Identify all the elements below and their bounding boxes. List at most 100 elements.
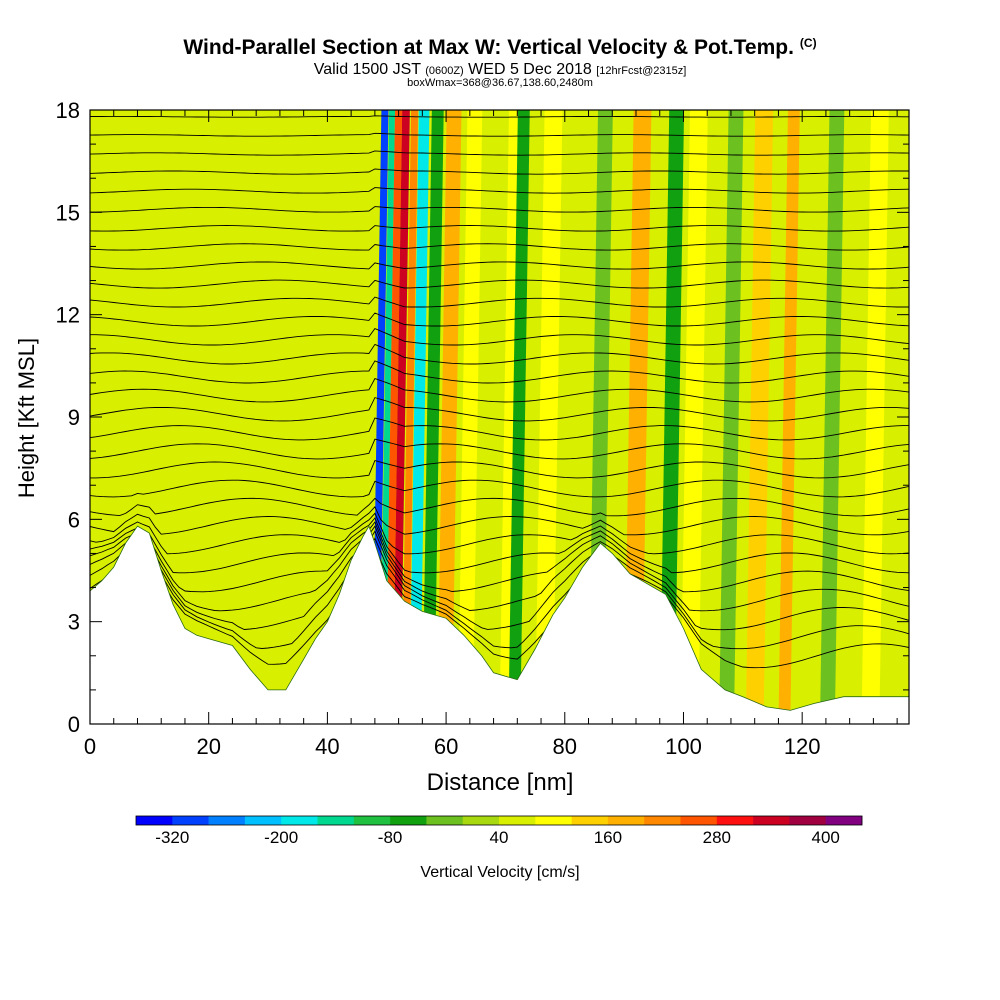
- plot-area: [90, 110, 909, 724]
- valid-time: Valid 1500 JST (0600Z) WED 5 Dec 2018 [1…: [0, 61, 1000, 79]
- colorbar-swatch: [607, 816, 645, 825]
- colorbar-swatch: [390, 816, 427, 825]
- velocity-band-20: [861, 110, 889, 724]
- x-tick-label: 100: [665, 734, 702, 759]
- velocity-band-5: [409, 110, 430, 724]
- theta-contour-6: [90, 512, 909, 555]
- colorbar-swatch: [462, 816, 500, 825]
- theta-contour-5: [90, 517, 909, 574]
- theta-contour-28: [90, 132, 909, 137]
- colorbar-tick-label: 160: [594, 828, 622, 847]
- terrain-mask: [89, 525, 910, 725]
- theta-contour-2: [90, 530, 909, 631]
- colorbar: -320 -200 -80 40 160 280 400: [135, 815, 863, 847]
- theta-contour-20: [90, 279, 909, 289]
- velocity-band-11: [535, 110, 563, 724]
- chart-title: Wind-Parallel Section at Max W: Vertical…: [0, 36, 1000, 60]
- y-tick-label: 15: [56, 200, 80, 225]
- velocity-band-10: [508, 110, 530, 724]
- velocity-band-15: [680, 110, 708, 724]
- y-tick-label: 18: [56, 98, 80, 123]
- box-info: boxWmax=368@36.67,138.60,2480m: [407, 77, 593, 89]
- theta-contour-14: [90, 378, 909, 403]
- theta-contour-16: [90, 343, 909, 365]
- y-tick-label: 3: [68, 610, 80, 635]
- colorbar-swatch: [244, 816, 282, 825]
- velocity-band-2: [385, 110, 403, 724]
- theta-contour-21: [90, 261, 909, 270]
- velocity-band-19: [819, 110, 845, 724]
- colorbar-frame: [135, 815, 863, 826]
- terrain-polygon: [89, 525, 910, 725]
- colorbar-swatch: [753, 816, 790, 825]
- theta-contour-17: [90, 328, 909, 346]
- x-axis-label: Distance [nm]: [427, 769, 574, 796]
- y-tick-label: 12: [56, 303, 80, 328]
- colorbar-swatch: [172, 816, 209, 825]
- theta-contour-29: [90, 115, 909, 118]
- colorbar-swatch: [499, 816, 536, 825]
- colorbar-swatch: [353, 816, 391, 825]
- x-tick-label: 20: [196, 734, 220, 759]
- axes: 0 20 40 60 80 100 120 0 3 6 9 12 15 18 Distance [nm] He…: [14, 98, 909, 796]
- theta-contour-3: [90, 525, 909, 612]
- theta-contour-10: [90, 460, 909, 479]
- velocity-band-6: [422, 110, 444, 724]
- velocity-band-7: [437, 110, 462, 724]
- theta-contour-9: [90, 479, 909, 498]
- theta-contour-11: [90, 438, 909, 460]
- colorbar-swatch: [535, 816, 572, 825]
- velocity-band-17: [745, 110, 774, 724]
- colorbar-tick-label: 400: [812, 828, 840, 847]
- theta-contour-15: [90, 360, 909, 384]
- y-tick-label: 6: [68, 507, 80, 532]
- velocity-band-13: [624, 110, 652, 724]
- y-axis-label: Height [Kft MSL]: [14, 338, 39, 498]
- theta-contour-12: [90, 417, 909, 441]
- colorbar-swatch: [644, 816, 681, 825]
- colorbar-tick-label: 280: [703, 828, 731, 847]
- colorbar-tick-label: 40: [490, 828, 509, 847]
- chart-title-text: Wind-Parallel Section at Max W: Vertical…: [183, 36, 794, 59]
- valid-prefix: Valid 1500 JST: [313, 61, 421, 78]
- theta-contour-18: [90, 312, 909, 327]
- y-tick-label: 0: [68, 712, 80, 737]
- velocity-band-16: [719, 110, 744, 724]
- colorbar-swatch: [789, 816, 826, 825]
- colorbar-swatch: [680, 816, 718, 825]
- x-tick-label: 60: [434, 734, 458, 759]
- x-tick-label: 40: [315, 734, 339, 759]
- valid-date: WED 5 Dec 2018: [468, 61, 592, 78]
- x-tick-label: 0: [84, 734, 96, 759]
- theta-contour-26: [90, 168, 909, 175]
- theta-contour-13: [90, 397, 909, 422]
- colorbar-tick-label: -320: [155, 828, 189, 847]
- x-tick-label: 80: [553, 734, 577, 759]
- velocity-band-18: [778, 110, 800, 724]
- colorbar-swatch: [281, 816, 318, 825]
- theta-contour-27: [90, 150, 909, 156]
- colorbar-swatch: [317, 816, 355, 825]
- colorbar-swatch: [136, 816, 173, 825]
- colorbar-swatch: [208, 816, 246, 825]
- theta-contour-8: [90, 497, 909, 517]
- theta-contour-19: [90, 296, 909, 308]
- colorbar-swatch: [426, 816, 463, 825]
- theta-contour-22: [90, 243, 909, 251]
- forecast-label: [12hrFcst@2315z]: [596, 65, 687, 77]
- theta-contour-7: [90, 505, 909, 536]
- colorbar-swatch: [571, 816, 609, 825]
- copyright-mark: (C): [799, 36, 817, 50]
- theta-contour-25: [90, 187, 909, 194]
- theta-contour-1: [90, 537, 909, 650]
- theta-contour-4: [90, 521, 909, 593]
- theta-contour-24: [90, 206, 909, 213]
- y-tick-label: 9: [68, 405, 80, 430]
- colorbar-tick-label: -80: [378, 828, 403, 847]
- theta-contour-0: [90, 546, 909, 669]
- valid-utc: (0600Z): [425, 65, 464, 77]
- velocity-band-8: [457, 110, 483, 724]
- colorbar-tick-label: -200: [264, 828, 298, 847]
- colorbar-label: Vertical Velocity [cm/s]: [420, 864, 580, 881]
